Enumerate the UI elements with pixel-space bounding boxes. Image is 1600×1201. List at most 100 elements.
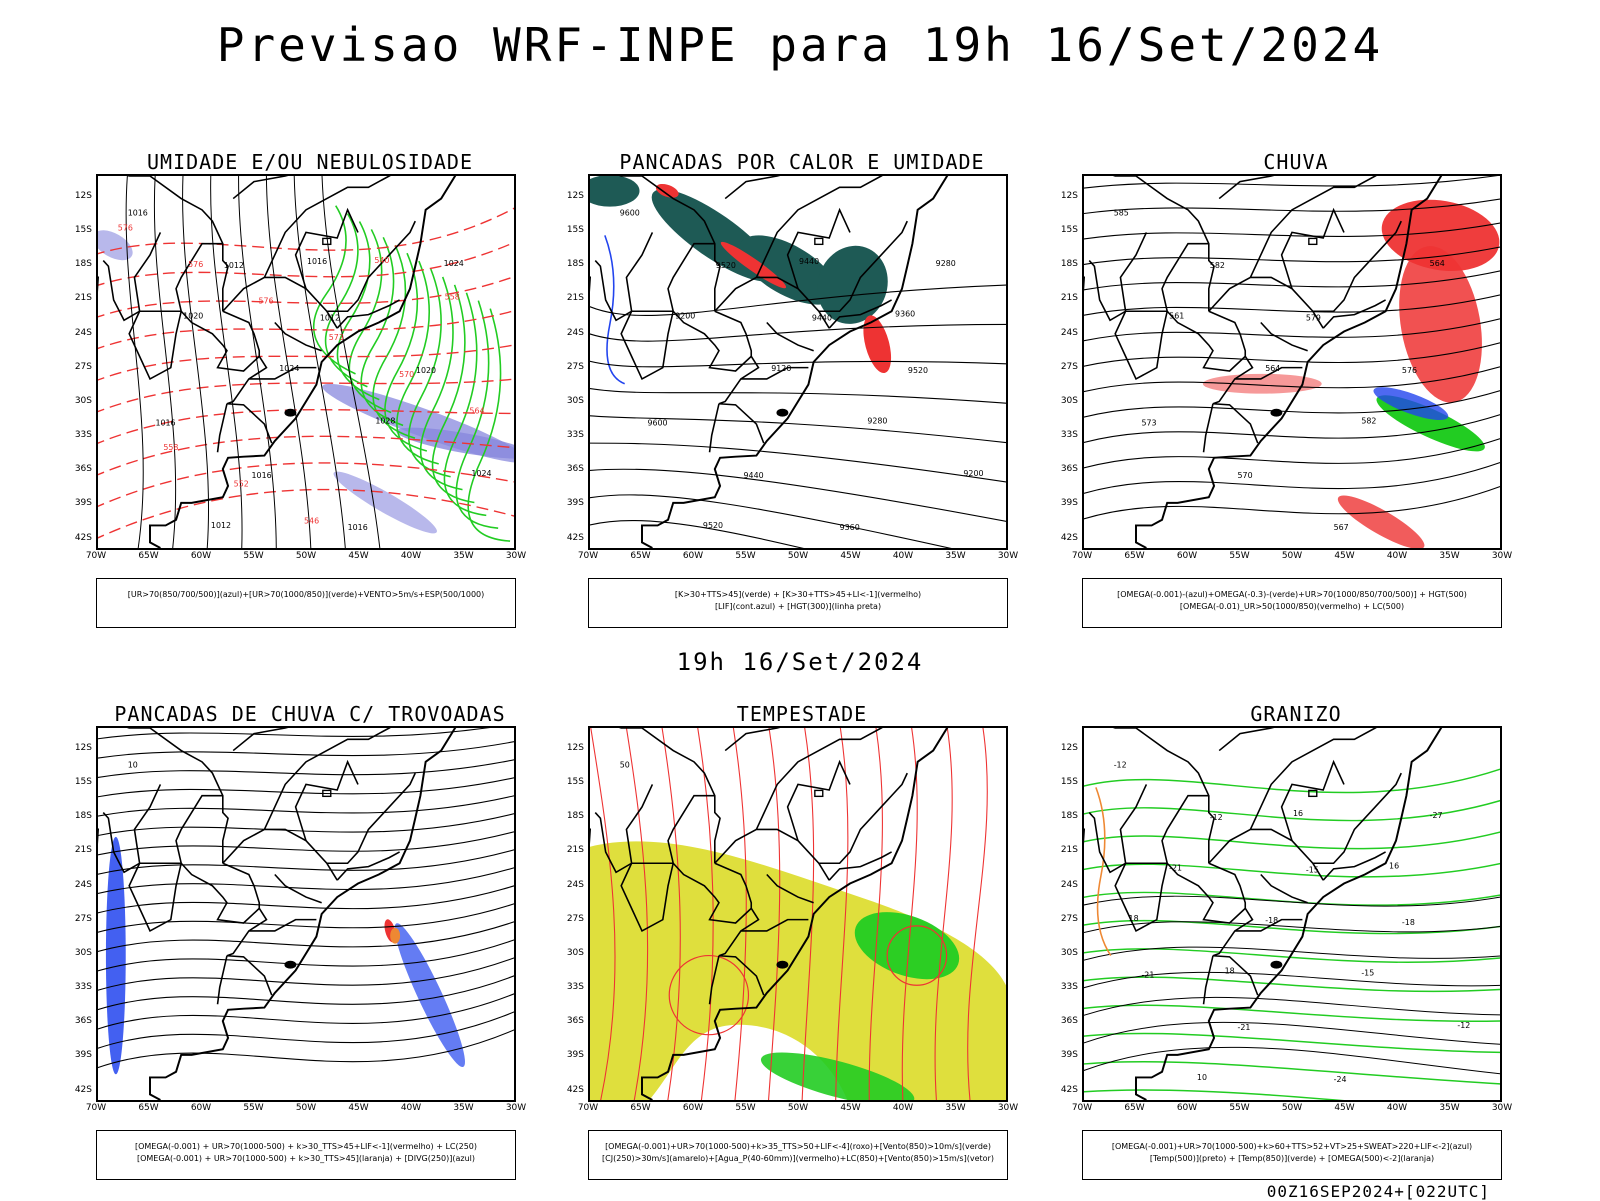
contour-label: 1020 [183, 311, 203, 320]
longitude-tick-label: 30W [1491, 551, 1513, 561]
legend-line: [OMEGA(-0.001) + UR>70(1000-500) + k>30_… [136, 1154, 476, 1163]
legend-line: [OMEGA(-0.001)-(azul)+OMEGA(-0.3)-(verde… [1117, 590, 1467, 599]
longitude-tick-label: 45W [840, 551, 861, 561]
contour-label: 9600 [620, 209, 640, 218]
latitude-tick-label: 15S [1060, 224, 1078, 235]
contour-label: -21 [1238, 1023, 1251, 1032]
longitude-tick-label: 45W [1334, 551, 1355, 561]
contour-labels: 585 582 579 576 573 570 567 564 561 564 582 [1114, 209, 1445, 533]
latitude-tick-label: 42S [566, 1084, 584, 1095]
map-canvas: 1016 1012 1012 1020 1016 1016 1016 1024 1020 1024… [98, 176, 514, 548]
longitude-tick-label: 70W [1071, 551, 1093, 561]
boundaries [1084, 728, 1443, 1100]
latitude-tick-label: 33S [74, 982, 92, 993]
longitude-tick-label: 50W [787, 1103, 809, 1113]
legend-line: [Temp(500)](preto) + [Temp(850)](verde) … [1149, 1154, 1435, 1163]
map-frame: 9600 9520 9440 9520 9600 9440 9360 9280 9200 9120… [588, 174, 1008, 550]
legend-line: [OMEGA(-0.001)+UR>70(1000-500)+k>35_TTS>… [605, 1142, 991, 1151]
latitude-tick-label: 30S [566, 947, 584, 958]
longitude-tick-label: 50W [1281, 1103, 1303, 1113]
latitude-tick-label: 36S [566, 1016, 584, 1027]
latitude-tick-label: 12S [1060, 742, 1078, 753]
panel-legend: [OMEGA(-0.001) + UR>70(1000-500) + k>30_… [96, 1130, 516, 1180]
latitude-tick-label: 18S [1060, 811, 1078, 822]
contour-label: 1020 [416, 366, 436, 375]
longitude-tick-label: 30W [997, 1103, 1019, 1113]
longitude-tick-label: 65W [630, 551, 651, 561]
contour-label: 1016 [307, 257, 327, 266]
map-panel: TEMPESTADE 12S 15S 18S 21S 24S 27S 30S 33S 36S 39S… [552, 702, 1052, 1182]
thickness-label: 576 [258, 297, 273, 306]
contour-label: 9200 [675, 311, 695, 320]
latitude-tick-label: 30S [74, 947, 92, 958]
shaded-fields [590, 841, 1006, 1100]
latitude-tick-label: 33S [74, 430, 92, 441]
longitude-tick-label: 30W [505, 1103, 527, 1113]
contour-label: 579 [1306, 313, 1321, 322]
longitude-tick-label: 45W [348, 1103, 369, 1113]
latitude-tick-label: 18S [566, 259, 584, 270]
shaded-fields [1202, 199, 1500, 548]
latitude-tick-label: 24S [74, 327, 92, 338]
boundaries [590, 176, 949, 548]
thickness-label: 573 [329, 333, 344, 342]
latitude-tick-label: 24S [566, 879, 584, 890]
longitude-tick-label: 60W [682, 551, 704, 561]
latitude-tick-label: 27S [74, 913, 92, 924]
map-panel: CHUVA 12S 15S 18S 21S 24S 27S 30S 33S 36S 39S 42S 70… [1046, 150, 1546, 630]
contour-labels: 9600 9520 9440 9520 9600 9440 9360 9280 9200 9120… [620, 209, 984, 533]
panel-title: PANCADAS POR CALOR E UMIDADE [619, 150, 985, 174]
contour-label: 9280 [867, 416, 887, 425]
latitude-tick-label: 21S [566, 293, 584, 304]
contour-label: -18 [1402, 918, 1415, 927]
contour-label: 1024 [279, 364, 299, 373]
longitude-tick-label: 40W [892, 551, 914, 561]
boundaries [98, 176, 457, 548]
longitude-tick-label: 65W [138, 551, 159, 561]
latitude-tick-label: 36S [566, 464, 584, 475]
contour-label: 1012 [211, 521, 231, 530]
contour-label: 9440 [812, 313, 832, 322]
contour-label: -15 [1361, 968, 1374, 977]
contour-label: 567 [1334, 523, 1349, 532]
thickness-label: 564 [469, 406, 484, 415]
longitude-tick-label: 55W [1229, 551, 1250, 561]
latitude-tick-label: 42S [566, 532, 584, 543]
contour-lines [1084, 768, 1500, 1100]
latitude-tick-label: 36S [1060, 464, 1078, 475]
shaded-fields [105, 836, 465, 1075]
contour-label: 9120 [771, 364, 791, 373]
contour-label: -12 [1457, 1021, 1470, 1030]
latitude-tick-label: 27S [74, 361, 92, 372]
thickness-label: 570 [399, 370, 414, 379]
longitude-tick-label: 50W [295, 1103, 317, 1113]
latitude-tick-label: 15S [566, 224, 584, 235]
longitude-tick-label: 60W [1176, 551, 1198, 561]
longitude-tick-label: 70W [577, 551, 599, 561]
latitude-tick-label: 30S [1060, 395, 1078, 406]
contour-label: 1016 [155, 418, 175, 427]
contour-label: 10 [128, 761, 138, 770]
contour-label: 582 [1361, 416, 1376, 425]
latitude-tick-label: 33S [566, 430, 584, 441]
latitude-tick-label: 15S [1060, 776, 1078, 787]
latitude-tick-label: 24S [1060, 327, 1078, 338]
boundaries [590, 728, 949, 1100]
longitude-tick-label: 70W [85, 551, 107, 561]
latitude-tick-label: 39S [566, 1050, 584, 1061]
model-run-label: 00Z16SEP2024+[022UTC] [1266, 1182, 1490, 1201]
longitude-tick-label: 50W [295, 551, 317, 561]
contour-label: 9520 [703, 521, 723, 530]
contour-label: 9200 [963, 469, 983, 478]
contour-label: 576 [1402, 366, 1417, 375]
main-title: Previsao WRF-INPE para 19h 16/Set/2024 [216, 18, 1384, 72]
latitude-tick-label: 15S [74, 776, 92, 787]
latitude-tick-label: 21S [1060, 293, 1078, 304]
contour-label: -27 [1430, 811, 1443, 820]
longitude-tick-label: 35W [1439, 551, 1460, 561]
longitude-tick-label: 50W [787, 551, 809, 561]
longitude-tick-label: 55W [1229, 1103, 1250, 1113]
contour-label: 564 [1265, 364, 1280, 373]
latitude-tick-label: 36S [74, 464, 92, 475]
contour-label: 573 [1141, 418, 1156, 427]
